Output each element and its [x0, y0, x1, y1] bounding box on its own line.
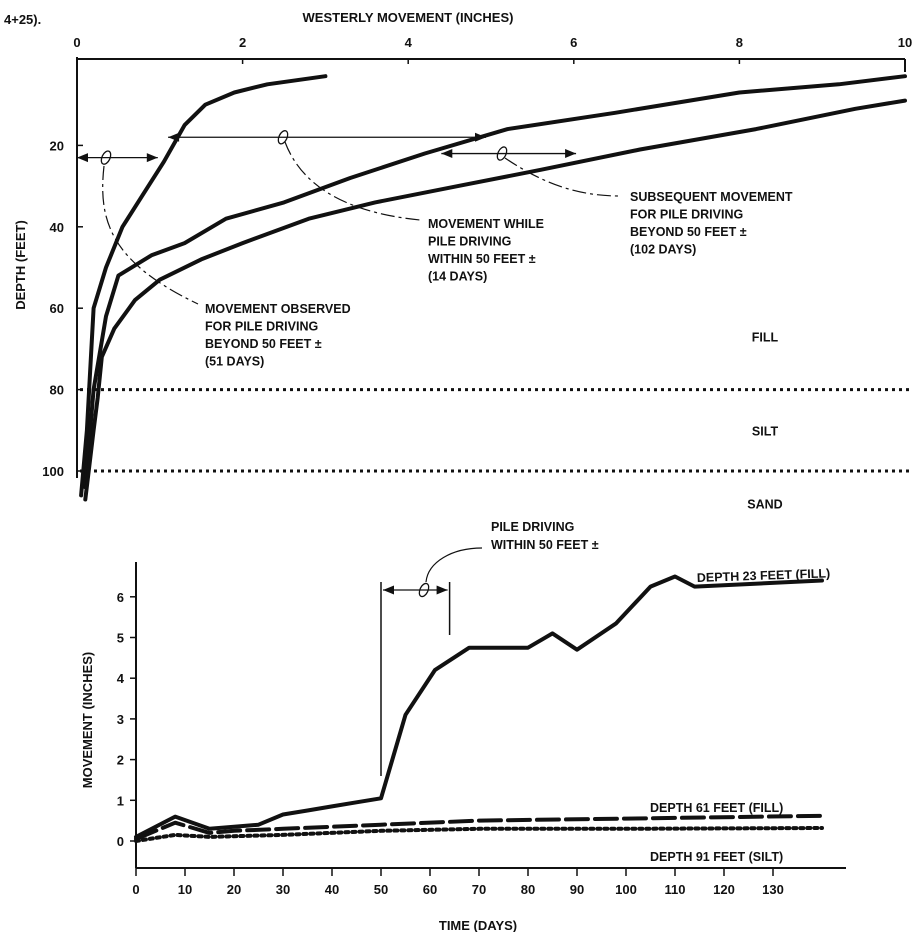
top-y-tick-label: 40 — [50, 220, 64, 235]
top-y-ticks: 20 40 60 80 100 — [42, 138, 83, 479]
bottom-y-tick-label: 1 — [117, 793, 124, 808]
top-x-tick-label: 2 — [239, 35, 246, 50]
top-y-axis-label: DEPTH (FEET) — [13, 220, 28, 310]
top-x-axis-label: WESTERLY MOVEMENT (INCHES) — [303, 10, 514, 25]
pile-driving-span-arrow-head-left — [383, 585, 394, 595]
annotation-51-days-text: BEYOND 50 FEET ± — [205, 337, 322, 351]
pile-driving-text: PILE DRIVING — [491, 520, 574, 534]
annotation-14-days-text: WITHIN 50 FEET ± — [428, 252, 536, 266]
top-x-ticks: 0 2 4 6 8 10 — [73, 35, 912, 64]
annotation-102-days-text: FOR PILE DRIVING — [630, 208, 743, 222]
top-x-tick-label: 10 — [898, 35, 912, 50]
bottom-x-tick-label: 20 — [227, 882, 241, 897]
top-y-tick-label: 100 — [42, 464, 64, 479]
bottom-x-tick-label: 0 — [132, 882, 139, 897]
annotation-14-days-leader — [284, 141, 421, 221]
bottom-x-tick-label: 100 — [615, 882, 637, 897]
series-labels: DEPTH 23 FEET (FILL) DEPTH 61 FEET (FILL)… — [650, 566, 830, 864]
annotation-14-days-text: PILE DRIVING — [428, 235, 511, 249]
annotation-14-days-arrow-head-right — [475, 132, 486, 142]
annotation-14-days-arrow-circle-marker — [277, 130, 289, 145]
pile-driving-text: WITHIN 50 FEET ± — [491, 538, 599, 552]
bottom-x-tick-label: 70 — [472, 882, 486, 897]
bottom-y-tick-label: 0 — [117, 834, 124, 849]
annotation-51-days-text: MOVEMENT OBSERVED — [205, 302, 351, 316]
series-label-3: DEPTH 91 FEET (SILT) — [650, 850, 783, 864]
bottom-x-tick-label: 120 — [713, 882, 735, 897]
bottom-x-tick-label: 10 — [178, 882, 192, 897]
bottom-x-tick-label: 60 — [423, 882, 437, 897]
pile-driving-span-arrow-circle-marker — [418, 582, 430, 598]
annotation-51-days-arrow-circle-marker — [100, 150, 112, 165]
top-x-tick-label: 8 — [736, 35, 743, 50]
time-series-line-2 — [134, 813, 824, 841]
pile-driving-span-arrow-head-right — [436, 585, 448, 595]
annotation-102-days-text: SUBSEQUENT MOVEMENT — [630, 190, 793, 204]
annotation-102-days-leader — [504, 157, 621, 197]
bottom-y-tick-label: 6 — [117, 590, 124, 605]
layer-label-silt: SILT — [752, 424, 779, 438]
bottom-x-ticks: 0 10 20 30 40 50 60 70 80 90 100 110 120 130 — [132, 868, 784, 897]
bottom-y-tick-label: 2 — [117, 753, 124, 768]
bottom-x-tick-label: 80 — [521, 882, 535, 897]
annotation-14-days-text: MOVEMENT WHILE — [428, 217, 544, 231]
layer-labels: FILL SILT SAND — [747, 331, 782, 512]
annotation-102-days-arrow-head-left — [441, 149, 453, 159]
bottom-annotations: PILE DRIVING WITHIN 50 FEET ± — [380, 520, 599, 776]
bottom-y-axis-label: MOVEMENT (INCHES) — [80, 652, 95, 789]
annotation-51-days-arrow-head-right — [146, 153, 158, 163]
depth-profile-line-1 — [79, 74, 328, 498]
bottom-x-tick-label: 40 — [325, 882, 339, 897]
time-series-line-1 — [134, 574, 824, 839]
annotation-102-days-arrow-circle-marker — [496, 146, 508, 161]
bottom-y-tick-label: 5 — [117, 631, 124, 646]
top-y-tick-label: 60 — [50, 301, 64, 316]
series-label-1: DEPTH 23 FEET (FILL) — [697, 566, 831, 585]
depth-profile-chart: WESTERLY MOVEMENT (INCHES) DEPTH (FEET) … — [13, 10, 912, 512]
bottom-x-tick-label: 30 — [276, 882, 290, 897]
top-x-tick-label: 6 — [570, 35, 577, 50]
bottom-y-ticks: 0 1 2 3 4 5 6 — [117, 590, 136, 849]
time-series-line-3 — [134, 826, 824, 843]
top-y-tick-label: 20 — [50, 138, 64, 153]
bottom-y-tick-label: 4 — [117, 671, 125, 686]
top-y-tick-label: 80 — [50, 383, 64, 398]
time-history-chart: MOVEMENT (INCHES) TIME (DAYS) 0 10 20 30 40 5… — [80, 520, 846, 932]
annotation-102-days-text: (102 DAYS) — [630, 243, 696, 257]
annotation-102-days-arrow-head-right — [565, 149, 577, 159]
top-annotations: MOVEMENT OBSERVED FOR PILE DRIVING BEYOND … — [77, 130, 793, 369]
depth-curves — [79, 74, 907, 502]
depth-profile-line-2 — [83, 74, 907, 490]
layer-label-fill: FILL — [752, 331, 779, 345]
layer-label-sand: SAND — [747, 498, 782, 512]
bottom-x-tick-label: 50 — [374, 882, 388, 897]
time-curves — [134, 574, 824, 843]
annotation-14-days-arrow-head-left — [168, 132, 180, 142]
bottom-x-tick-label: 110 — [665, 882, 686, 897]
layer-boundaries — [80, 388, 912, 473]
top-x-tick-label: 0 — [73, 35, 80, 50]
bottom-y-tick-label: 3 — [117, 712, 124, 727]
bottom-x-tick-label: 90 — [570, 882, 584, 897]
annotation-51-days-text: (51 DAYS) — [205, 355, 264, 369]
series-label-2: DEPTH 61 FEET (FILL) — [650, 801, 783, 815]
annotation-51-days-leader — [102, 165, 199, 305]
annotation-51-days-arrow-head-left — [77, 153, 88, 163]
pile-driving-leader — [425, 547, 483, 583]
annotation-14-days-text: (14 DAYS) — [428, 270, 487, 284]
annotation-102-days-text: BEYOND 50 FEET ± — [630, 225, 747, 239]
fragment-label: 4+25). — [4, 12, 41, 27]
bottom-x-axis-label: TIME (DAYS) — [439, 918, 517, 932]
depth-profile-line-3 — [83, 98, 907, 502]
top-x-tick-label: 4 — [405, 35, 413, 50]
annotation-51-days-text: FOR PILE DRIVING — [205, 320, 318, 334]
bottom-x-tick-label: 130 — [762, 882, 784, 897]
